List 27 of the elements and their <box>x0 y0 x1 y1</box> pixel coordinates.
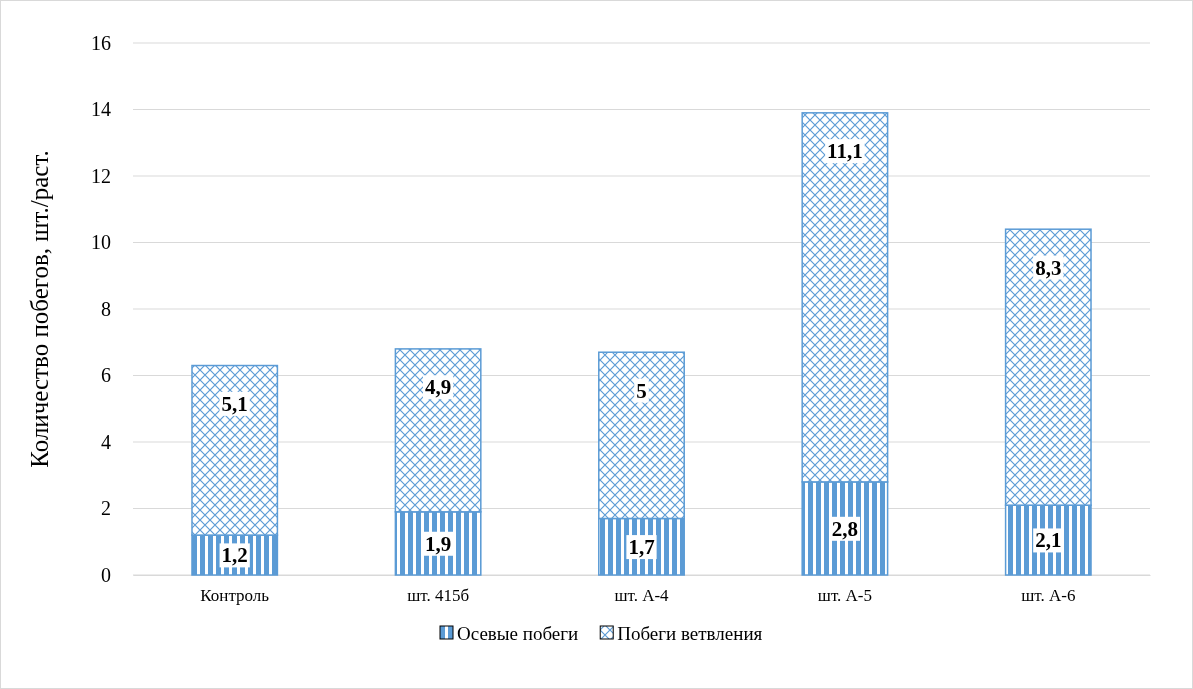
data-label: 5,1 <box>221 391 248 416</box>
data-label: 8,3 <box>1035 255 1062 280</box>
x-tick-label: шт. А-5 <box>817 586 872 606</box>
data-label: 1,9 <box>424 531 452 556</box>
legend-label: Побеги ветвления <box>617 622 763 644</box>
y-axis-title: Количество побегов, шт./раст. <box>26 150 53 468</box>
legend-label: Осевые побеги <box>457 622 579 644</box>
y-tick-label: 8 <box>101 297 111 320</box>
x-tick-label: Контроль <box>200 586 270 606</box>
data-label: 4,9 <box>424 375 452 400</box>
data-label: 2,8 <box>831 516 859 541</box>
data-label: 5 <box>636 378 647 403</box>
data-label: 2,1 <box>1035 528 1062 553</box>
y-tick-label: 14 <box>91 98 111 121</box>
y-tick-label: 12 <box>91 164 111 187</box>
data-label: 1,2 <box>221 543 248 568</box>
data-label: 1,7 <box>628 535 655 560</box>
y-tick-label: 10 <box>91 231 111 254</box>
x-tick-label: шт. А-4 <box>614 586 670 606</box>
x-tick-label: шт. 415б <box>407 586 470 606</box>
y-tick-label: 2 <box>101 497 111 520</box>
y-tick-label: 0 <box>101 563 111 586</box>
data-label: 11,1 <box>827 139 863 164</box>
y-tick-label: 6 <box>101 364 111 387</box>
y-tick-label: 16 <box>91 31 111 54</box>
y-tick-label: 4 <box>101 430 111 453</box>
x-tick-label: шт. А-6 <box>1021 586 1076 606</box>
